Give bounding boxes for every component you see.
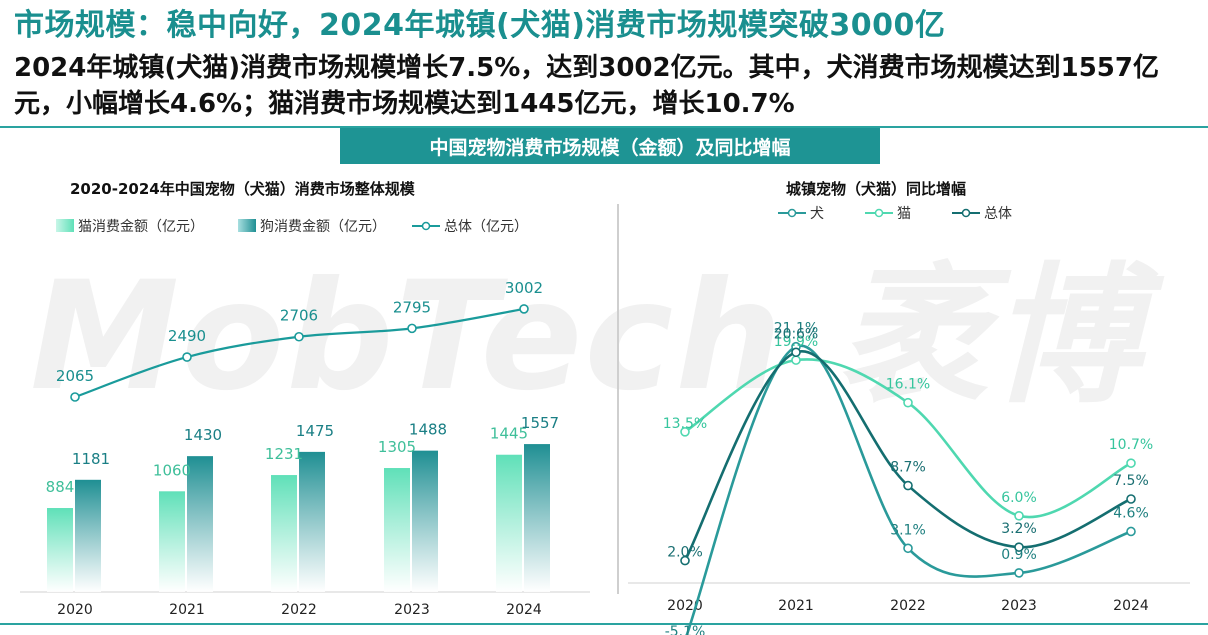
total-growth-label-2021: 20.6% xyxy=(774,326,818,342)
total-line-swatch xyxy=(412,221,440,231)
left-x-tick-2020: 2020 xyxy=(57,602,93,618)
dog-bar-2023 xyxy=(412,450,438,592)
dog-value-label-2024: 1557 xyxy=(521,414,559,432)
left-chart-title: 2020-2024年中国宠物（犬猫）消费市场整体规模 xyxy=(70,180,415,198)
cat-growth-label-2024: 10.7% xyxy=(1109,437,1153,453)
cat-bar-2020 xyxy=(47,508,73,592)
cat-growth-point-2022 xyxy=(903,397,913,408)
left-x-tick-2023: 2023 xyxy=(394,602,430,618)
total-growth-point-2024 xyxy=(1126,494,1136,504)
cat-bar-2021 xyxy=(159,491,185,592)
total-point-2023 xyxy=(407,323,417,334)
dog-growth-label-2022: 3.1% xyxy=(890,522,926,538)
dog-growth-point-2024 xyxy=(1126,526,1136,537)
cat-bar-2022 xyxy=(271,475,297,592)
dog-value-label-2022: 1475 xyxy=(296,422,334,440)
cat-growth-label-2021: 19.9% xyxy=(774,334,818,350)
header-rule xyxy=(0,126,1208,128)
dog-bar-2024 xyxy=(524,444,550,592)
dog-growth-label-2021: 21.1% xyxy=(774,321,818,337)
page-subtitle: 2024年城镇(犬猫)消费市场规模增长7.5%，达到3002亿元。其中，犬消费市… xyxy=(14,53,1159,119)
legend-total-amount: 总体（亿元） xyxy=(412,216,528,236)
dog-value-label-2020: 1181 xyxy=(72,450,110,468)
right-x-tick-2021: 2021 xyxy=(778,598,814,614)
dog-value-label-2023: 1488 xyxy=(409,421,447,439)
total-value-label-2023: 2795 xyxy=(393,298,431,316)
chart-divider xyxy=(617,204,619,594)
dog-bar-2021 xyxy=(187,456,213,592)
cat-growth-point-2020 xyxy=(680,426,690,437)
legend-cat-amount: 猫消费金额（亿元） xyxy=(56,216,204,236)
total-growth-label-2022: 8.7% xyxy=(890,460,926,476)
legend-total-growth: 总体 xyxy=(952,203,1012,223)
cat-bar-2023 xyxy=(384,468,410,592)
total-growth-label-2024: 7.5% xyxy=(1113,473,1149,489)
cat-value-label-2020: 884 xyxy=(46,478,75,496)
right-chart: 2020 2021 2022 2023 2024-5.1%21.1%3.1%0.9%4.… xyxy=(628,321,1190,635)
dog-growth-line xyxy=(685,344,1132,635)
chart-banner: 中国宠物消费市场规模（金额）及同比增幅 xyxy=(340,128,880,164)
cat-growth-label-2020: 13.5% xyxy=(663,416,707,432)
page-title: 市场规模：稳中向好，2024年城镇(犬猫)消费市场规模突破3000亿 xyxy=(14,8,946,43)
total-growth-label-2023: 3.2% xyxy=(1001,521,1037,537)
cat-growth-label-2023: 6.0% xyxy=(1001,490,1037,506)
cat-value-label-2022: 1231 xyxy=(265,445,303,463)
total-value-label-2020: 2065 xyxy=(56,367,94,385)
cat-bar-2024 xyxy=(496,454,522,592)
cat-growth-point-2021 xyxy=(791,355,801,365)
cat-growth-swatch xyxy=(865,208,893,218)
cat-value-label-2021: 1060 xyxy=(153,461,191,479)
legend-cat-growth: 猫 xyxy=(865,203,911,223)
total-growth-point-2021 xyxy=(791,347,801,358)
total-value-label-2022: 2706 xyxy=(280,307,318,325)
watermark: MobTech 袤博 xyxy=(30,250,1143,424)
cat-value-label-2023: 1305 xyxy=(378,438,416,456)
total-growth-label-2020: 2.0% xyxy=(667,545,703,561)
total-growth-point-2022 xyxy=(903,480,913,491)
cat-value-label-2024: 1445 xyxy=(490,425,528,443)
dog-bar-2022 xyxy=(299,451,325,592)
cat-bar-swatch xyxy=(56,219,74,232)
legend-dog-label: 狗消费金额（亿元） xyxy=(260,219,386,235)
total-point-2021 xyxy=(182,352,192,362)
dog-growth-swatch xyxy=(778,208,806,218)
cat-growth-point-2023 xyxy=(1014,510,1024,521)
right-chart-title: 城镇宠物（犬猫）同比增幅 xyxy=(786,180,967,198)
total-value-label-2024: 3002 xyxy=(505,279,543,297)
left-x-tick-2022: 2022 xyxy=(281,602,317,618)
legend-dog-growth: 犬 xyxy=(778,203,824,223)
total-point-2020 xyxy=(70,392,80,402)
total-growth-point-2020 xyxy=(680,555,690,566)
dog-growth-label-2023: 0.9% xyxy=(1001,547,1037,563)
right-x-tick-2022: 2022 xyxy=(890,598,926,614)
dog-growth-label-2024: 4.6% xyxy=(1113,505,1149,521)
footer-rule xyxy=(0,623,1208,625)
dog-growth-label-2020: -5.1% xyxy=(665,624,706,635)
total-point-2024 xyxy=(519,304,529,314)
legend-total-growth-label: 总体 xyxy=(984,206,1012,222)
legend-dog-growth-label: 犬 xyxy=(810,206,824,222)
dog-bar-swatch xyxy=(238,219,256,232)
cat-growth-point-2024 xyxy=(1126,458,1136,468)
right-x-tick-2024: 2024 xyxy=(1113,598,1149,614)
legend-dog-amount: 狗消费金额（亿元） xyxy=(238,216,386,236)
cat-growth-label-2022: 16.1% xyxy=(886,377,930,393)
total-value-label-2021: 2490 xyxy=(168,327,206,345)
legend-cat-growth-label: 猫 xyxy=(897,206,911,222)
total-growth-line xyxy=(683,350,1132,562)
total-growth-point-2023 xyxy=(1014,542,1024,552)
dog-value-label-2021: 1430 xyxy=(184,426,222,444)
legend-cat-label: 猫消费金额（亿元） xyxy=(78,219,204,235)
dog-bar-2020 xyxy=(75,479,101,592)
right-x-tick-2023: 2023 xyxy=(1001,598,1037,614)
left-x-tick-2021: 2021 xyxy=(169,602,205,618)
total-point-2022 xyxy=(294,331,304,342)
legend-total-label: 总体（亿元） xyxy=(444,219,528,235)
dog-growth-point-2022 xyxy=(903,543,913,554)
left-x-tick-2024: 2024 xyxy=(506,602,542,618)
left-chart: 8841181202010601430202112311475202213051… xyxy=(20,279,590,618)
total-growth-swatch xyxy=(952,208,980,218)
dog-growth-point-2023 xyxy=(1014,568,1024,578)
